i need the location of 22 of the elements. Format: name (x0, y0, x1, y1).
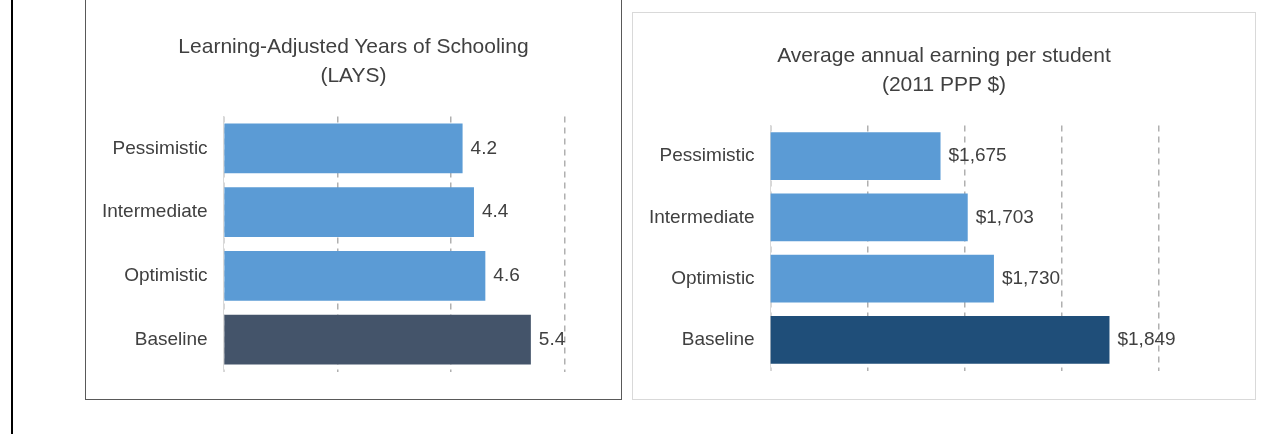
data-label: 5.4 (538, 327, 566, 349)
y-tick-label: Pessimistic (659, 144, 755, 166)
bar (224, 187, 474, 237)
y-tick-label: Pessimistic (112, 136, 208, 158)
bar (224, 314, 531, 365)
chart-title: Learning-Adjusted Years of Schooling (LAYS) (177, 33, 530, 88)
y-tick-label: Intermediate (648, 205, 755, 227)
data-label: $1,849 (1117, 328, 1176, 350)
y-tick-label: Intermediate (101, 200, 208, 222)
data-label: 4.2 (470, 136, 498, 158)
y-tick-label: Baseline (681, 328, 755, 350)
data-label: $1,675 (948, 144, 1007, 166)
chart-title: Average annual earning per student (2011 PPP $) (776, 42, 1112, 97)
data-label: 4.4 (481, 200, 509, 222)
y-tick-label: Optimistic (671, 266, 755, 288)
bar (224, 123, 463, 174)
data-label: $1,730 (1001, 266, 1061, 288)
data-label: $1,703 (975, 205, 1034, 227)
y-tick-label: Baseline (134, 327, 208, 349)
y-tick-label: Optimistic (124, 264, 208, 286)
bar (224, 251, 486, 301)
data-label: 4.6 (493, 264, 520, 286)
